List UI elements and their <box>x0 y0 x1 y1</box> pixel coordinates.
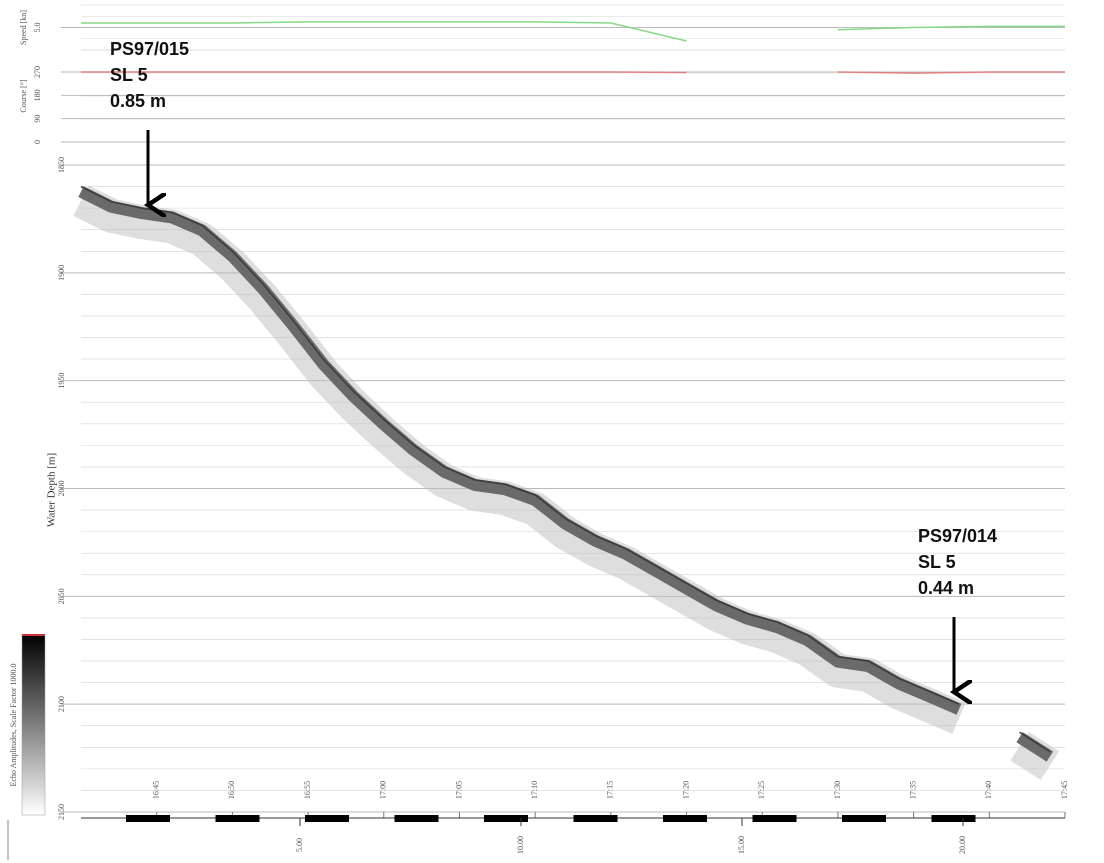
scale-block <box>842 815 886 822</box>
distance-label: 10.00 <box>516 836 525 854</box>
scale-block <box>484 815 528 822</box>
y-axis-label: Speed [kn] <box>19 10 28 45</box>
x-tick-label: 17:05 <box>454 781 463 799</box>
distance-label: 15.00 <box>737 836 746 854</box>
annotation-text: PS97/014 <box>918 526 997 546</box>
echo-halo <box>73 185 1060 780</box>
scale-block <box>752 815 797 822</box>
y-axis-label: Course [°] <box>19 79 28 113</box>
y-tick-label: 2050 <box>57 588 66 604</box>
x-tick-label: 17:10 <box>530 781 539 799</box>
y-tick-label: 1850 <box>57 157 66 173</box>
y-tick-label: 1900 <box>57 265 66 281</box>
annotation-text: PS97/015 <box>110 39 189 59</box>
y-tick-label: 2100 <box>57 696 66 712</box>
x-tick-label: 16:45 <box>152 781 161 799</box>
distance-label: 5.00 <box>295 838 304 852</box>
x-tick-label: 17:15 <box>606 781 615 799</box>
x-tick-label: 17:40 <box>984 781 993 799</box>
scale-block <box>931 815 976 822</box>
x-tick-label: 17:00 <box>379 781 388 799</box>
y-tick-label: 2150 <box>57 804 66 820</box>
y-tick-label: 270 <box>33 66 42 78</box>
y-tick-label: 90 <box>33 115 42 123</box>
scale-block <box>663 815 707 822</box>
colorbar <box>21 634 46 816</box>
annotation-text: 0.85 m <box>110 91 166 111</box>
annotation-text: SL 5 <box>918 552 956 572</box>
scale-block <box>573 815 618 822</box>
x-tick-label: 17:35 <box>908 781 917 799</box>
x-tick-label: 16:50 <box>227 781 236 799</box>
seafloor-line <box>80 185 1051 753</box>
x-tick-label: 17:45 <box>1060 781 1069 799</box>
x-tick-label: 17:20 <box>681 781 690 799</box>
colorbar-label: Echo Amplitudes, Scale Factor 1000.0 <box>9 663 18 786</box>
scale-block <box>394 815 439 822</box>
data-line <box>81 21 1065 42</box>
data-line <box>81 71 1065 74</box>
y-tick-label: 2000 <box>57 481 66 497</box>
x-tick-label: 16:55 <box>303 781 312 799</box>
scale-block <box>305 815 349 822</box>
y-axis-label: Water Depth [m] <box>46 453 58 527</box>
echo-band <box>78 186 1054 762</box>
scale-block <box>126 815 170 822</box>
annotation-text: SL 5 <box>110 65 148 85</box>
y-tick-label: 5.0 <box>33 23 42 33</box>
annotation-text: 0.44 m <box>918 578 974 598</box>
y-tick-label: 1950 <box>57 373 66 389</box>
y-tick-label: 0 <box>33 140 42 144</box>
distance-label: 20.00 <box>958 836 967 854</box>
x-tick-label: 17:30 <box>833 781 842 799</box>
y-tick-label: 180 <box>33 89 42 101</box>
x-tick-label: 17:25 <box>757 781 766 799</box>
scale-block <box>215 815 260 822</box>
